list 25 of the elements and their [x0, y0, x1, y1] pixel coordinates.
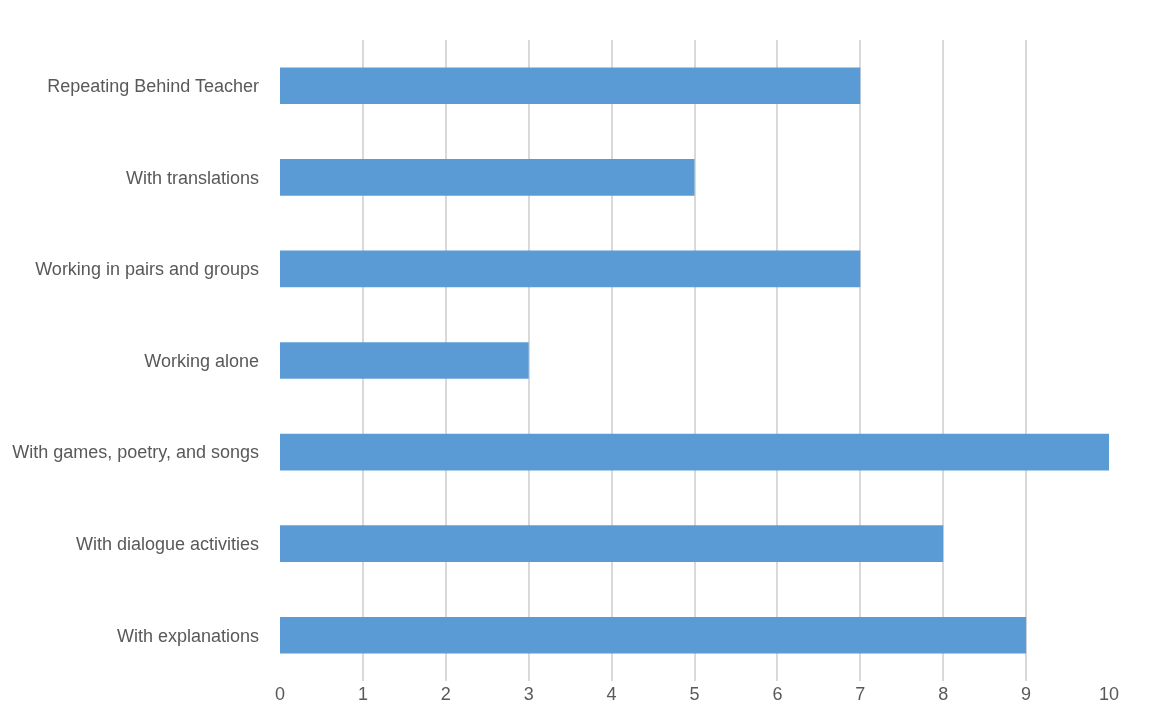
x-tick-label: 6	[772, 684, 783, 704]
bar	[280, 250, 861, 288]
x-tick-label: 2	[440, 684, 451, 704]
y-tick-label: Repeating Behind Teacher	[47, 76, 259, 97]
bar	[280, 67, 861, 105]
x-tick-label: 10	[1098, 684, 1120, 704]
bar	[280, 159, 695, 196]
y-tick-label: With games, poetry, and songs	[12, 442, 259, 463]
y-tick-label: With explanations	[116, 625, 259, 646]
bar	[280, 525, 944, 562]
bar	[280, 616, 1027, 654]
x-tick-label: 9	[1021, 684, 1032, 704]
bar	[280, 342, 529, 379]
y-tick-label: With translations	[125, 167, 259, 188]
y-tick-label: Working in pairs and groups	[35, 259, 259, 280]
x-tick-label: 3	[523, 684, 534, 704]
x-tick-label: 5	[689, 684, 700, 704]
x-tick-label: 8	[938, 684, 949, 704]
y-tick-label: With dialogue activities	[75, 533, 259, 554]
x-tick-label: 1	[357, 684, 368, 704]
x-tick-label: 7	[855, 684, 866, 704]
y-tick-label: Working alone	[144, 350, 259, 371]
x-tick-label: 4	[606, 684, 617, 704]
x-tick-label: 0	[274, 684, 286, 704]
bar	[280, 433, 1109, 471]
